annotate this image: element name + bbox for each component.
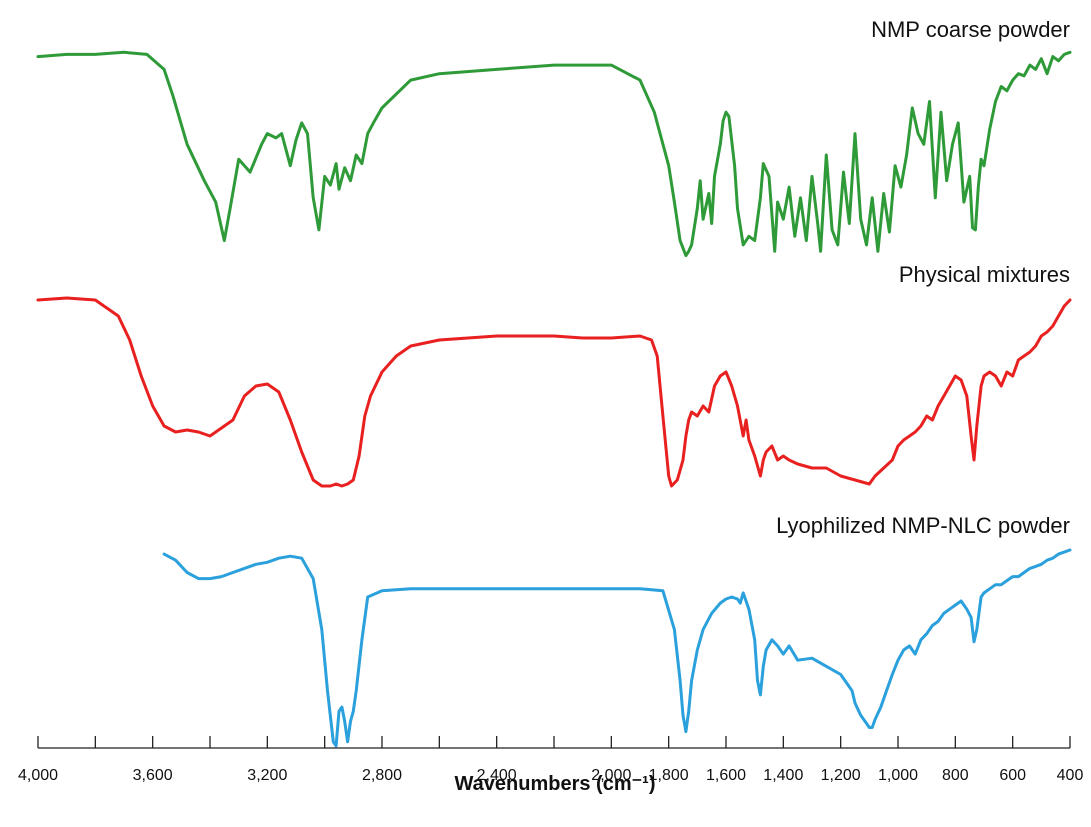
series-label-1: NMP coarse powder [871, 17, 1070, 42]
x-tick-label: 3,600 [133, 767, 173, 784]
series-label-2: Physical mixtures [899, 262, 1070, 287]
x-tick-label: 3,200 [247, 767, 287, 784]
x-axis-ticks [37, 736, 1071, 748]
series-line-2 [36, 296, 1072, 488]
x-tick-label: 1,400 [763, 767, 803, 784]
x-tick-label: 1,200 [821, 767, 861, 784]
x-axis-title: Wavenumbers (cm⁻¹) [455, 773, 656, 795]
x-tick-label: 2,800 [362, 767, 402, 784]
x-axis-tick-labels: 4,000 3,600 3,200 2,800 2,400 2,000 1,800 1,600… [18, 767, 1083, 784]
spectra-traces [36, 50, 1072, 748]
x-tick-label: 1,000 [878, 767, 918, 784]
x-tick-label: 4,000 [18, 767, 58, 784]
x-tick-label: 2,400 [477, 767, 517, 784]
x-tick-label: 2,000 [591, 767, 631, 784]
series-label-3: Lyophilized NMP-NLC powder [776, 513, 1070, 538]
x-tick-label: 800 [942, 767, 969, 784]
series-line-1 [36, 50, 1072, 258]
series-labels: NMP coarse powder Physical mixtures Lyophi… [776, 17, 1070, 538]
x-tick-label: 400 [1057, 767, 1084, 784]
x-tick-label: 600 [999, 767, 1026, 784]
series-line-3 [162, 548, 1072, 748]
x-axis: 4,000 3,600 3,200 2,800 2,400 2,000 1,800 1,600… [18, 736, 1083, 784]
x-tick-label: 1,600 [706, 767, 746, 784]
x-tick-label: 1,800 [649, 767, 689, 784]
